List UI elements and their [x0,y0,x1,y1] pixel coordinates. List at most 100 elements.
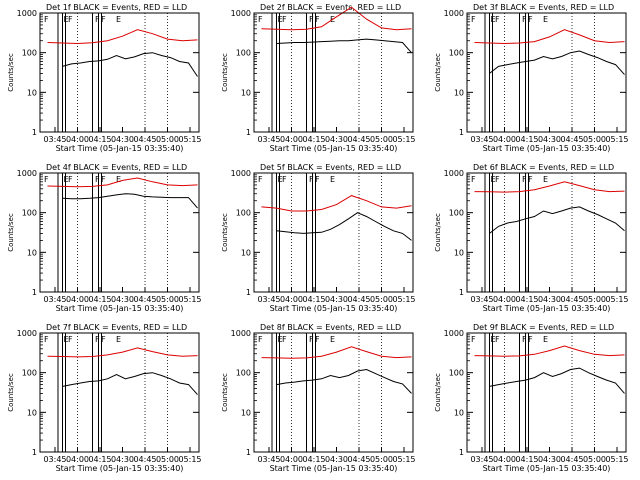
x-axis-label: Start Time (05-Jan-15 03:35:40) [270,304,398,313]
x-tick-label: 05:00 [156,455,179,464]
x-tick-label: 04:15 [88,295,111,304]
x-tick-label: 05:15 [178,455,201,464]
flag-label: E [543,15,548,24]
y-tick-label: 100 [449,49,464,58]
x-axis-label: Start Time (05-Jan-15 03:35:40) [56,144,184,153]
series-line [62,372,198,395]
x-tick-label: 04:15 [302,135,325,144]
x-tick-label: 04:00 [493,135,516,144]
x-axis-label: Start Time (05-Jan-15 03:35:40) [483,464,611,473]
flag-label: F [528,335,533,344]
flag-label: F [315,175,320,184]
y-tick-label: 1 [32,448,37,457]
plot-frame [39,12,200,133]
y-axis-label: Counts/sec [221,53,229,92]
y-tick-label: 100 [449,369,464,378]
flag-label: F [95,175,100,184]
series-line [261,195,412,212]
y-tick-label: 1000 [444,9,464,18]
x-tick-label: 05:15 [605,455,628,464]
series-line [276,38,412,54]
flag-label: E [116,335,121,344]
flag-label: F [68,15,73,24]
y-tick-label: 10 [27,248,37,257]
flag-label: F [68,335,73,344]
flag-label: F [309,335,314,344]
flag-label: F [471,15,476,24]
flag-label: F [68,175,73,184]
flag-label: F [495,335,500,344]
flag-label: F [528,15,533,24]
x-tick-label: 04:30 [111,135,134,144]
x-tick-label: 04:15 [88,135,111,144]
flag-label: E [330,175,335,184]
x-tick-label: 04:00 [280,455,303,464]
y-tick-label: 1 [32,128,37,137]
flag-label: F [495,175,500,184]
flag-label: E [543,335,548,344]
y-axis-label: Counts/sec [7,53,15,92]
flag-label: F [44,175,49,184]
plot-frame [466,332,627,453]
flag-label: E [330,335,335,344]
series-line [261,6,412,31]
y-tick-label: 100 [22,209,37,218]
x-tick-label: 05:00 [156,135,179,144]
x-tick-label: 04:45 [560,455,583,464]
x-tick-label: 05:00 [156,295,179,304]
flag-label: F [522,15,527,24]
flag-label: F [471,175,476,184]
y-axis-label: Counts/sec [434,373,442,412]
x-tick-label: 05:15 [392,295,415,304]
x-tick-label: 04:15 [515,455,538,464]
y-tick-label: 10 [27,408,37,417]
chart-title: Det 1f BLACK = Events, RED = LLD [46,3,187,12]
x-tick-label: 04:45 [133,295,156,304]
y-tick-label: 1000 [444,329,464,338]
x-tick-label: 04:30 [325,135,348,144]
flag-label: E [64,335,69,344]
flag-label: F [282,15,287,24]
series-line [474,345,625,357]
y-tick-label: 1 [246,288,251,297]
flag-label: F [101,175,106,184]
y-tick-label: 1 [459,448,464,457]
x-tick-label: 04:00 [280,295,303,304]
chart-title: Det 8f BLACK = Events, RED = LLD [260,323,401,332]
x-tick-label: 05:15 [605,135,628,144]
y-tick-label: 1 [246,448,251,457]
plot-frame [466,12,627,133]
x-tick-label: 04:45 [347,135,370,144]
flag-label: F [44,335,49,344]
x-tick-label: 03:45 [43,135,66,144]
chart-title: Det 3f BLACK = Events, RED = LLD [473,3,614,12]
y-tick-label: 1000 [231,9,251,18]
x-tick-label: 03:45 [257,295,280,304]
y-axis-label: Counts/sec [221,373,229,412]
series-line [47,29,198,45]
y-axis-label: Counts/sec [221,213,229,252]
x-axis-label: Start Time (05-Jan-15 03:35:40) [270,464,398,473]
flag-label: E [278,335,283,344]
y-tick-label: 10 [241,408,251,417]
x-tick-label: 04:45 [133,455,156,464]
x-tick-label: 04:00 [66,135,89,144]
flag-label: F [522,335,527,344]
x-tick-label: 05:00 [370,455,393,464]
chart-title: Det 7f BLACK = Events, RED = LLD [46,323,187,332]
flag-label: F [495,15,500,24]
flag-label: F [258,175,263,184]
flag-label: F [258,335,263,344]
x-tick-label: 04:30 [325,455,348,464]
x-axis-label: Start Time (05-Jan-15 03:35:40) [483,144,611,153]
x-tick-label: 03:45 [470,295,493,304]
series-line [276,368,412,394]
y-tick-label: 10 [454,248,464,257]
y-tick-label: 10 [241,248,251,257]
